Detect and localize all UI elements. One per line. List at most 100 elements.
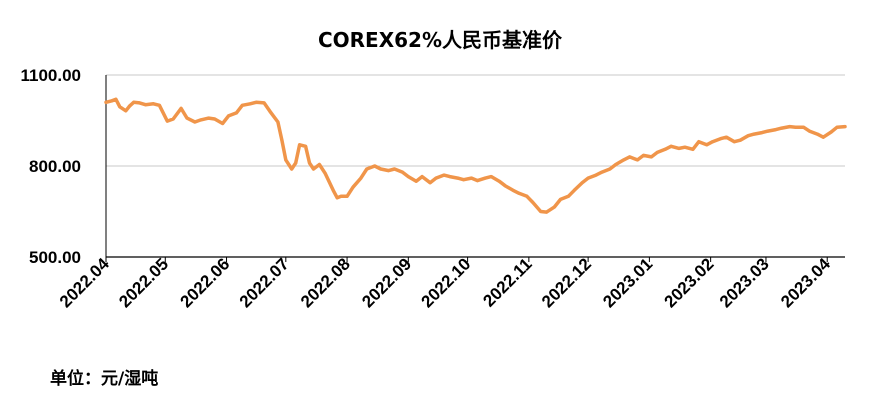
data-point: [655, 150, 659, 154]
data-point: [234, 111, 238, 115]
x-tick-label: 2022.05: [115, 254, 172, 311]
data-point: [622, 158, 626, 162]
x-tick-label: 2023.03: [716, 254, 773, 311]
data-point: [221, 122, 225, 125]
x-tick-label: 2023.04: [777, 254, 834, 311]
data-point: [248, 102, 252, 106]
data-point: [165, 119, 169, 123]
data-point: [628, 155, 632, 159]
data-point: [298, 143, 302, 147]
data-point: [642, 153, 645, 157]
data-point: [199, 118, 203, 122]
data-point: [379, 167, 383, 171]
y-tick-label: 1100.00: [20, 66, 81, 85]
data-point: [138, 101, 142, 105]
data-point: [268, 109, 272, 113]
data-point: [663, 147, 667, 151]
data-point: [185, 116, 189, 120]
x-tick-label: 2023.02: [661, 254, 718, 311]
data-point: [600, 170, 604, 174]
data-point: [339, 194, 343, 198]
data-point: [807, 129, 811, 133]
data-point: [114, 97, 118, 101]
data-point: [738, 138, 742, 142]
data-point: [428, 181, 432, 185]
data-point: [104, 100, 108, 104]
data-point: [586, 176, 590, 180]
series-line: [104, 97, 847, 214]
data-point: [572, 188, 576, 192]
data-point: [766, 129, 770, 133]
data-point: [539, 210, 543, 213]
x-tick-label: 2022.11: [479, 254, 535, 310]
data-point: [614, 163, 618, 166]
data-point: [802, 125, 805, 129]
data-point: [420, 175, 424, 179]
data-point: [732, 140, 736, 144]
data-point: [448, 175, 452, 179]
data-point: [345, 194, 349, 198]
x-tick-label: 2022.12: [538, 254, 595, 311]
data-point: [780, 126, 784, 130]
data-point: [308, 161, 311, 165]
data-point: [724, 135, 728, 139]
x-tick-label: 2022.09: [358, 254, 415, 311]
data-point: [132, 100, 136, 104]
data-point: [365, 167, 369, 171]
data-point: [442, 173, 446, 177]
chart-title: COREX62%人民币基准价: [318, 28, 563, 52]
data-point: [290, 167, 294, 171]
data-point: [144, 103, 147, 107]
data-point: [110, 99, 114, 103]
data-point: [373, 164, 377, 168]
data-point: [649, 155, 653, 159]
data-point: [280, 138, 284, 142]
data-point: [456, 176, 460, 180]
data-point: [227, 114, 230, 118]
data-point: [843, 125, 847, 129]
data-point: [794, 125, 798, 129]
x-tick-label: 2022.08: [297, 254, 354, 311]
data-point: [553, 205, 556, 209]
data-point: [580, 181, 584, 185]
data-point: [470, 176, 473, 180]
x-tick-label: 2022.07: [236, 254, 293, 311]
y-axis: 500.00 800.00 1100.00: [20, 66, 107, 267]
data-point: [697, 140, 701, 144]
data-point: [476, 179, 479, 183]
data-point: [406, 175, 410, 179]
data-point: [157, 103, 161, 107]
data-point: [483, 176, 487, 180]
data-point: [636, 158, 639, 162]
data-point: [414, 179, 418, 183]
data-point: [335, 196, 339, 200]
data-point: [124, 109, 128, 113]
data-point: [517, 191, 521, 195]
data-point: [677, 146, 681, 150]
x-tick-label: 2022.06: [176, 254, 233, 311]
data-point: [284, 158, 288, 162]
data-point: [179, 106, 183, 110]
data-point: [254, 100, 258, 104]
data-point: [821, 135, 825, 139]
data-point: [752, 132, 756, 136]
data-point: [774, 128, 778, 132]
data-point: [503, 184, 507, 188]
data-point: [304, 144, 308, 148]
data-point: [294, 161, 298, 165]
data-point: [559, 197, 562, 201]
x-axis: 2022.04 2022.05 2022.06 2022.07 2022.08 2022.…: [56, 254, 845, 311]
data-point: [151, 102, 155, 106]
data-point: [128, 104, 132, 108]
data-point: [207, 116, 211, 120]
data-point: [434, 176, 438, 180]
data-point: [691, 147, 695, 151]
data-point: [497, 179, 501, 183]
data-point: [835, 125, 839, 129]
data-point: [525, 194, 529, 198]
data-point: [669, 144, 673, 148]
data-point: [351, 185, 355, 189]
y-tick-label: 500.00: [29, 248, 81, 267]
data-point: [323, 172, 327, 176]
